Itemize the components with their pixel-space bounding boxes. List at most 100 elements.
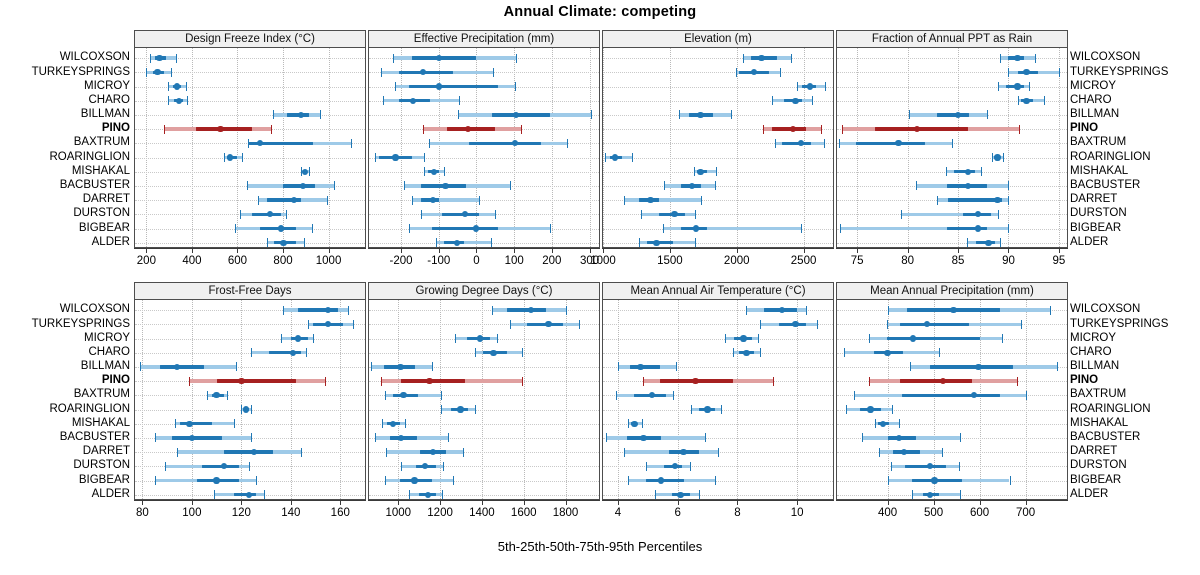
plot-area — [368, 300, 600, 500]
axis-tick — [241, 500, 243, 505]
interquartile-bar — [441, 212, 480, 216]
axis-tick-label: 1000 — [315, 255, 342, 267]
whisker-cap-high — [1001, 333, 1003, 343]
gridline-horizontal — [135, 171, 365, 173]
site-label: WILCOXSON — [1070, 51, 1141, 64]
axis-tick-label: 4 — [614, 507, 622, 519]
gridline-vertical — [440, 300, 442, 499]
percentile-series — [369, 51, 599, 65]
whisker-cap-low — [273, 110, 275, 120]
whisker-cap-high — [256, 475, 258, 485]
axis-tick — [958, 248, 960, 253]
whisker-cap-high — [326, 195, 328, 205]
axis-tick-label: 90 — [1002, 255, 1015, 267]
percentile-series — [135, 51, 365, 65]
median-point — [926, 463, 934, 470]
gridline-vertical — [514, 48, 516, 247]
whisker-cap-low — [945, 167, 947, 177]
gridline-vertical — [146, 48, 148, 247]
whisker-cap-high — [309, 167, 311, 177]
whisker-cap-low — [174, 419, 176, 429]
whisker-cap-low — [605, 152, 606, 162]
axis-tick — [1008, 248, 1010, 253]
interquartile-bar — [886, 336, 980, 341]
gridline-horizontal — [603, 214, 833, 216]
gridline-horizontal — [603, 129, 833, 131]
whisker-cap-high — [490, 238, 492, 247]
median-point — [156, 54, 163, 62]
whisker-cap-low — [374, 433, 376, 443]
gridline-horizontal — [135, 157, 365, 159]
whisker-cap-low — [246, 181, 248, 191]
whisker-cap-low — [168, 81, 170, 91]
panel-3: Fraction of Annual PPT as Rain 75 80 85 90 95 — [836, 30, 1068, 267]
whisker-cap-high — [263, 490, 265, 499]
whisker-cap-low — [725, 333, 727, 343]
whisker-cap-high — [899, 419, 901, 429]
gridline-horizontal — [837, 86, 1067, 88]
interquartile-bar — [224, 450, 274, 454]
percentile-series — [603, 79, 833, 93]
percentile-series — [837, 165, 1067, 179]
median-point — [649, 392, 656, 399]
percentile-series — [603, 136, 833, 150]
whisker-cap-high — [479, 195, 481, 205]
gridline-vertical — [1058, 48, 1060, 247]
percentile-series — [369, 431, 599, 445]
median-point — [704, 406, 711, 413]
axis-tick — [328, 248, 330, 253]
tail-band — [412, 198, 480, 202]
whisker-cap-low — [774, 138, 776, 148]
whisker-cap-low — [375, 152, 377, 162]
whisker-cap-high — [516, 53, 518, 63]
whisker-cap-low — [663, 223, 665, 233]
median-point — [435, 83, 442, 90]
gridline-horizontal — [369, 157, 599, 159]
median-point — [266, 211, 273, 218]
whisker-cap-high — [313, 333, 315, 343]
axis-tick — [142, 500, 144, 505]
axis-tick — [737, 500, 739, 505]
whisker-cap-high — [1008, 223, 1010, 233]
median-point — [640, 434, 647, 442]
gridline-horizontal — [369, 366, 599, 368]
whisker-cap-low — [874, 419, 876, 429]
axis-tick-label: 100 — [504, 255, 524, 267]
gridline-vertical — [907, 48, 909, 247]
median-point — [213, 477, 220, 484]
whisker-cap-high — [441, 390, 443, 400]
whisker-cap-low — [796, 81, 798, 91]
percentile-series — [369, 136, 599, 150]
median-point — [797, 140, 805, 147]
whisker-cap-high — [248, 461, 250, 471]
interquartile-bar — [900, 379, 972, 383]
whisker-cap-high — [1049, 305, 1051, 315]
axis-tick-label: 0 — [473, 255, 480, 267]
gridline-horizontal — [603, 437, 833, 439]
gridline-horizontal — [837, 452, 1067, 454]
gridline-vertical — [283, 48, 285, 247]
whisker-cap-high — [305, 348, 307, 358]
whisker-cap-low — [628, 475, 630, 485]
median-point — [220, 463, 228, 470]
panel-strip-title: Design Freeze Index (°C) — [134, 30, 366, 48]
whisker-cap-low — [679, 110, 681, 120]
percentile-series — [603, 303, 833, 317]
interquartile-bar — [287, 113, 309, 117]
whisker-cap-high — [515, 81, 517, 91]
axis-tick-label: 300 — [579, 255, 600, 267]
median-point — [895, 140, 902, 147]
axis-tick — [565, 500, 567, 505]
median-point — [637, 363, 644, 371]
gridline-horizontal — [369, 324, 599, 326]
axis-line — [134, 500, 366, 501]
whisker-cap-low — [641, 209, 643, 219]
whisker-cap-low — [381, 67, 383, 77]
percentile-series — [369, 360, 599, 374]
site-label: ROARINGLION — [1070, 150, 1151, 163]
axis-tick-label: 1000 — [385, 507, 412, 519]
median-point — [435, 54, 442, 62]
median-point — [301, 168, 309, 175]
median-point — [697, 168, 704, 175]
whisker-cap-high — [824, 138, 826, 148]
